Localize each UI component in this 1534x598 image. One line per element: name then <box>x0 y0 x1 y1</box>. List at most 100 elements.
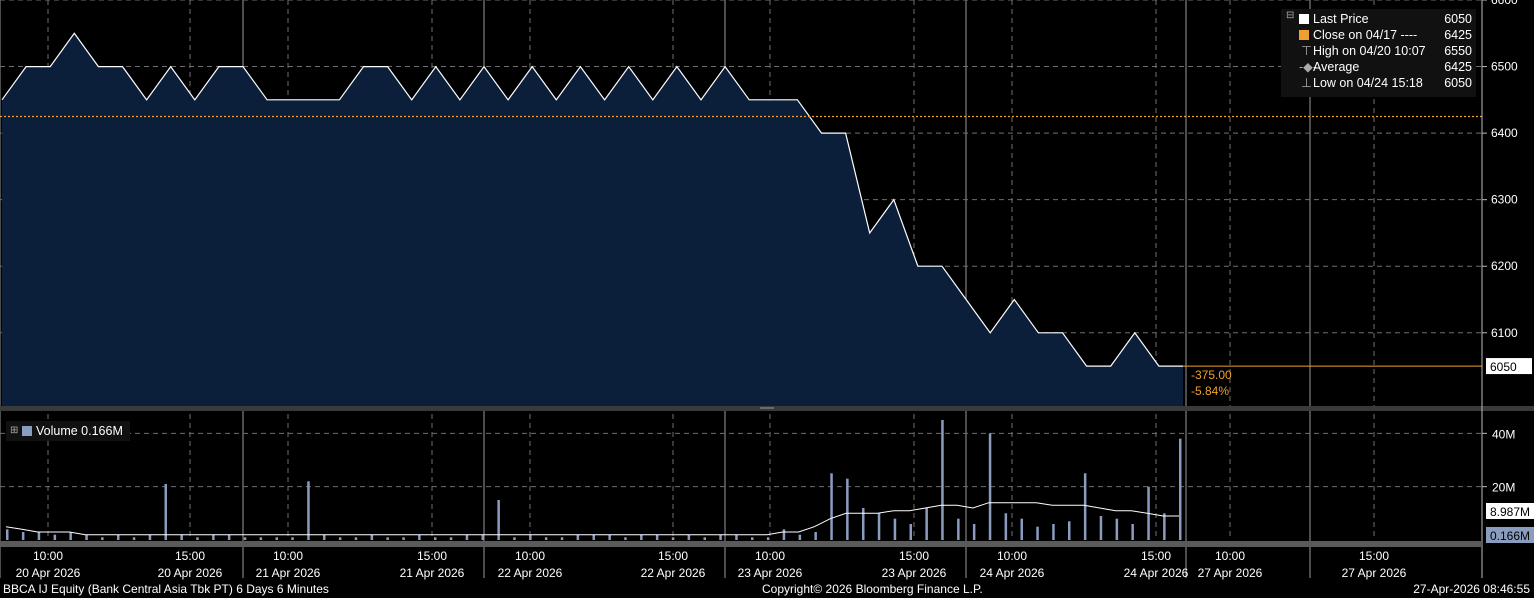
volume-y-tick-label: 40M <box>1492 427 1515 441</box>
x-axis-band <box>0 541 1482 547</box>
volume-bar <box>37 532 41 540</box>
volume-bar <box>275 537 278 540</box>
volume-bar <box>370 534 374 540</box>
volume-bar <box>751 537 754 540</box>
footer-bar: BBCA IJ Equity (Bank Central Asia Tbk PT… <box>0 580 1534 598</box>
volume-bar <box>354 537 358 540</box>
legend-last-price-label: Last Price <box>1313 12 1369 26</box>
volume-bar <box>893 518 897 540</box>
close-swatch-icon <box>1299 30 1309 40</box>
x-tick-time-label: 15:00 <box>1141 549 1171 563</box>
x-tick-date-label: 20 Apr 2026 <box>158 566 223 580</box>
volume-bar <box>85 534 88 540</box>
legend-close[interactable]: Close on 04/17 ---- 6425 <box>1281 27 1476 43</box>
low-marker-icon: ⊥ <box>1301 76 1312 90</box>
legend-collapse-icon[interactable]: ⊟ <box>1286 10 1295 21</box>
volume-bar <box>227 534 231 540</box>
volume-legend[interactable]: ⊞ Volume 0.166M <box>6 421 130 441</box>
volume-panel <box>5 420 1182 540</box>
volume-bar <box>719 534 722 540</box>
legend-high-label: High on 04/20 10:07 <box>1313 44 1426 58</box>
y-tick-label: 6500 <box>1491 60 1518 74</box>
legend-last-price-value: 6050 <box>1444 12 1472 26</box>
volume-bar <box>180 534 183 540</box>
volume-bar <box>291 537 294 540</box>
volume-bar <box>386 537 389 540</box>
legend-average[interactable]: -◆- Average 6425 <box>1281 59 1476 75</box>
volume-bar <box>560 537 564 540</box>
legend-low-value: 6050 <box>1444 76 1472 90</box>
change-abs-label: -375.00 <box>1191 368 1232 382</box>
x-tick-time-label: 15:00 <box>417 549 447 563</box>
volume-bar <box>1036 526 1039 540</box>
x-tick-date-label: 24 Apr 2026 <box>980 566 1045 580</box>
volume-bar <box>655 534 659 540</box>
volume-bar <box>21 532 25 540</box>
volume-bar <box>402 537 405 540</box>
legend-last-price[interactable]: Last Price 6050 <box>1281 11 1476 27</box>
volume-legend-label: Volume 0.166M <box>36 424 123 438</box>
volume-bar <box>164 484 167 540</box>
x-tick-time-label: 10:00 <box>273 549 303 563</box>
volume-avg-box <box>1486 503 1534 519</box>
volume-bar <box>465 534 469 540</box>
price-line <box>1 32 1183 367</box>
x-tick-date-label: 20 Apr 2026 <box>16 566 81 580</box>
volume-bar <box>1179 438 1182 540</box>
legend-average-label: Average <box>1313 60 1360 74</box>
legend-low[interactable]: ⊥ Low on 04/24 15:18 6050 <box>1281 75 1476 91</box>
legend-high-value: 6550 <box>1444 44 1472 58</box>
volume-bar <box>671 537 675 540</box>
x-tick-date-label: 22 Apr 2026 <box>498 566 563 580</box>
volume-bar <box>592 534 595 540</box>
volume-bar <box>988 433 992 540</box>
volume-bar <box>957 518 960 540</box>
volume-bar <box>69 532 72 540</box>
y-tick-label: 6400 <box>1491 126 1518 140</box>
footer-timestamp: 27-Apr-2026 08:46:55 <box>1413 582 1530 596</box>
average-marker-icon: -◆- <box>1299 60 1317 74</box>
volume-bar <box>624 537 627 540</box>
volume-bar <box>53 534 57 540</box>
price-panel: -375.00 -5.84% <box>0 32 1482 407</box>
volume-bar <box>941 420 944 540</box>
x-tick-time-label: 15:00 <box>175 549 205 563</box>
volume-bar <box>640 534 643 540</box>
legend-low-label: Low on 04/24 15:18 <box>1313 76 1423 90</box>
volume-bar <box>814 532 817 540</box>
volume-bar <box>909 524 912 540</box>
volume-bar <box>481 534 484 540</box>
volume-average-line <box>5 502 1179 536</box>
volume-bar <box>307 481 310 540</box>
x-tick-date-label: 23 Apr 2026 <box>738 566 803 580</box>
legend-close-label: Close on 04/17 ---- <box>1313 28 1418 42</box>
price-legend: Last Price 6050 Close on 04/17 ---- 6425… <box>1281 9 1476 97</box>
volume-bar <box>243 537 247 540</box>
x-tick-date-label: 21 Apr 2026 <box>256 566 321 580</box>
x-tick-time-label: 15:00 <box>899 549 929 563</box>
volume-bar <box>766 537 770 540</box>
volume-bar <box>1068 521 1071 540</box>
volume-bar <box>513 537 516 540</box>
high-marker-icon: ⊤ <box>1301 44 1312 58</box>
volume-last-box <box>1486 527 1534 543</box>
x-tick-date-label: 27 Apr 2026 <box>1198 566 1263 580</box>
volume-bar <box>830 473 833 540</box>
volume-bar <box>101 537 104 540</box>
price-area-fill <box>2 33 1183 407</box>
y-tick-label: 6600 <box>1491 0 1518 7</box>
legend-close-value: 6425 <box>1444 28 1472 42</box>
volume-bar <box>608 534 611 540</box>
volume-bar <box>846 478 849 540</box>
volume-bar <box>196 537 199 540</box>
volume-bar <box>703 537 706 540</box>
x-tick-date-label: 22 Apr 2026 <box>641 566 706 580</box>
legend-high[interactable]: ⊤ High on 04/20 10:07 6550 <box>1281 43 1476 59</box>
volume-legend-collapse-icon[interactable]: ⊞ <box>10 425 19 436</box>
volume-bar <box>1052 524 1055 540</box>
volume-bar <box>862 508 865 540</box>
volume-bar <box>576 534 580 540</box>
volume-bar <box>497 500 500 540</box>
footer-copyright: Copyright© 2026 Bloomberg Finance L.P. <box>762 582 983 596</box>
